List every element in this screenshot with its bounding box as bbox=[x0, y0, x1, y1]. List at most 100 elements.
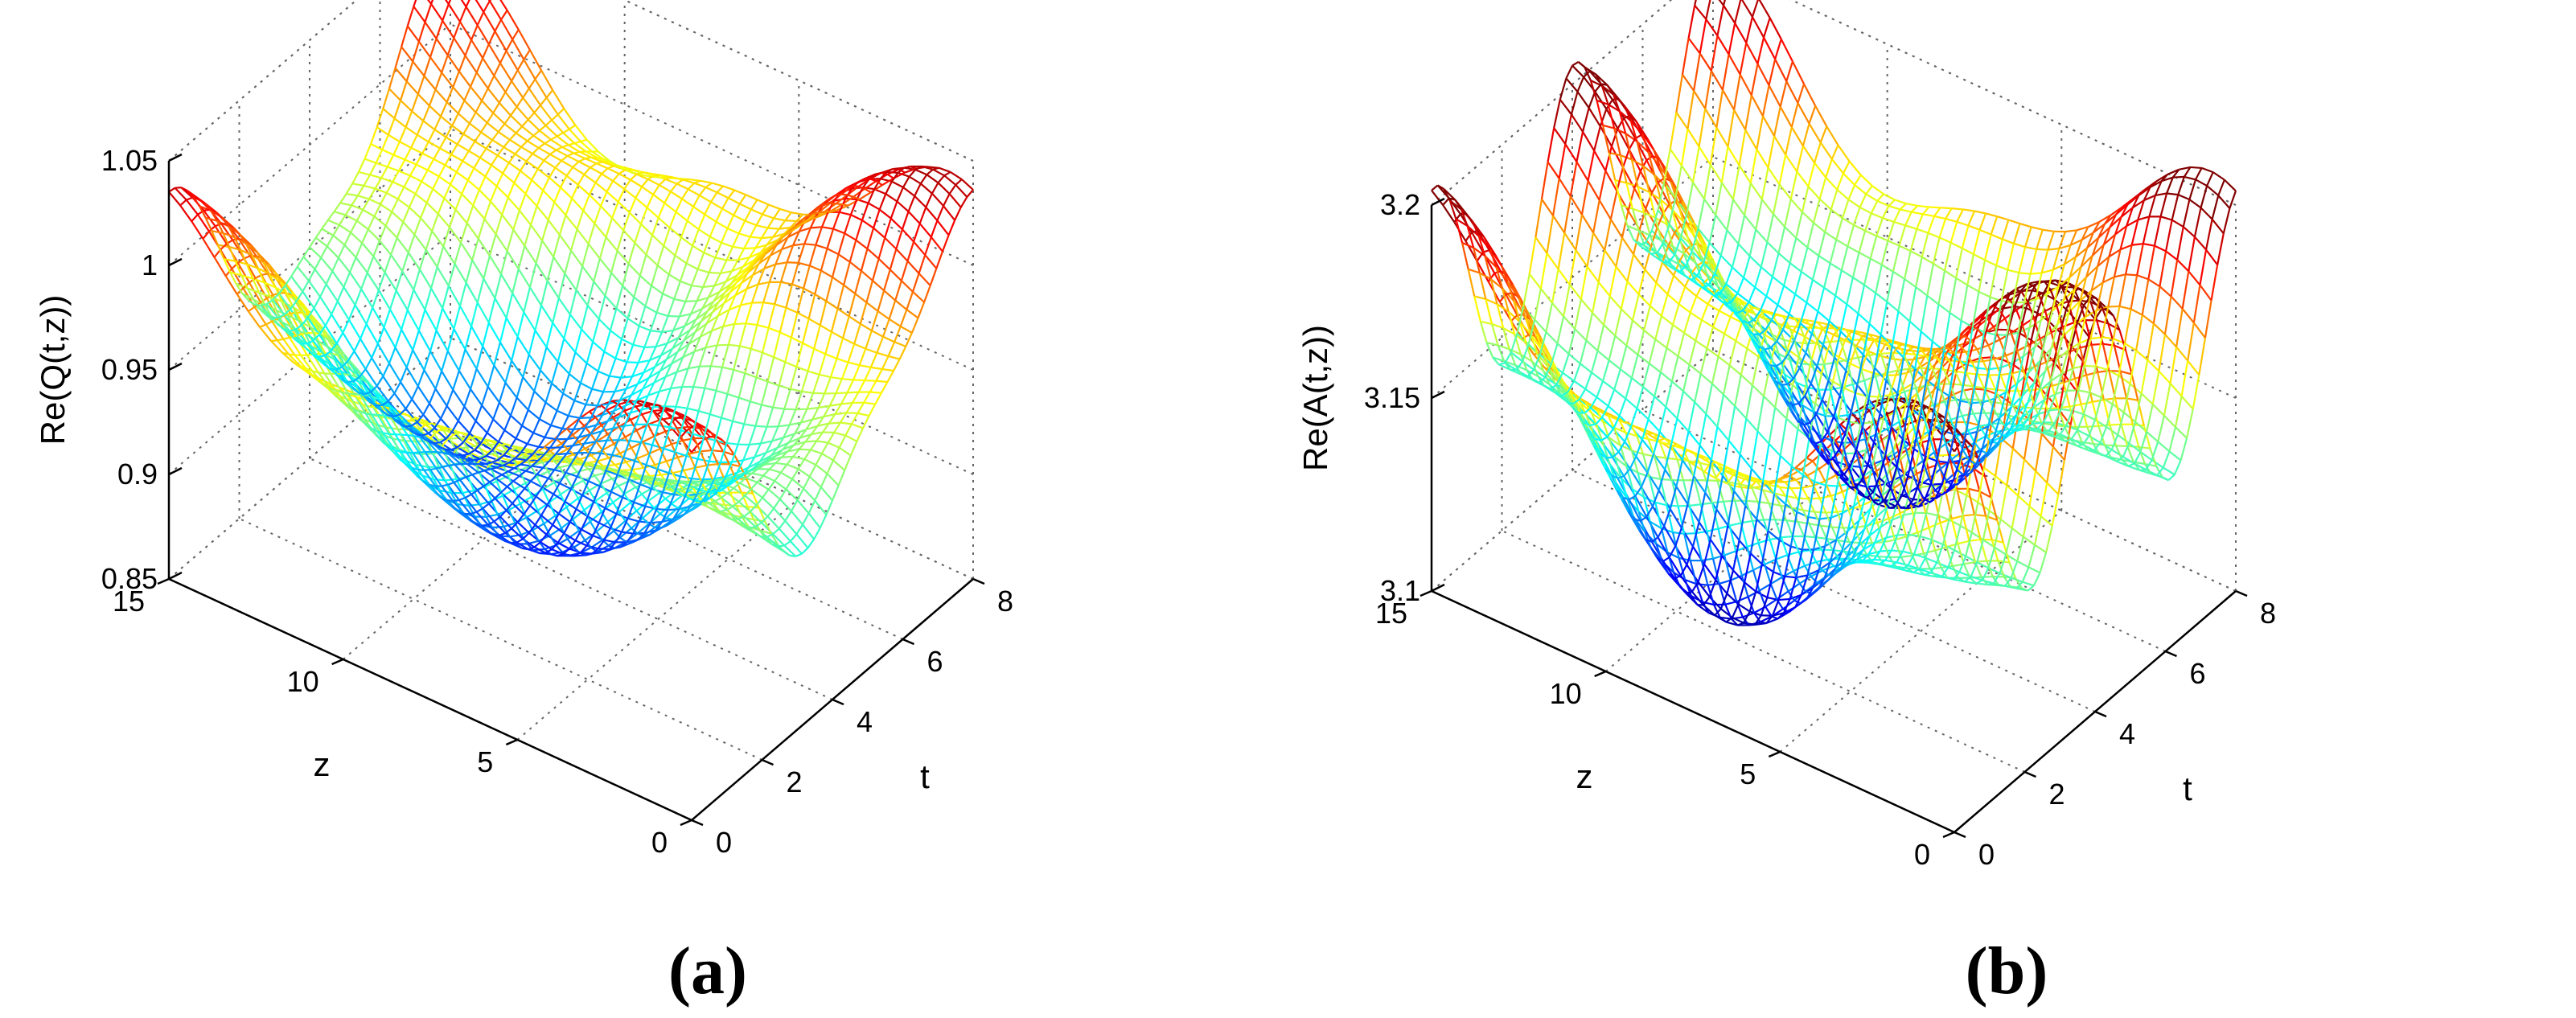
mesh-segment bbox=[882, 335, 895, 343]
mesh-segment bbox=[428, 141, 441, 150]
mesh-segment bbox=[387, 166, 400, 172]
mesh-segment bbox=[457, 420, 470, 434]
mesh-segment bbox=[379, 393, 387, 403]
mesh-segment bbox=[214, 225, 228, 244]
mesh-segment bbox=[777, 232, 785, 240]
mesh-segment bbox=[561, 415, 569, 429]
mesh-segment bbox=[820, 211, 829, 228]
mesh-segment bbox=[486, 121, 499, 133]
mesh-segment bbox=[517, 29, 531, 51]
mesh-segment bbox=[817, 203, 824, 208]
mesh-segment bbox=[482, 57, 495, 76]
mesh-segment bbox=[390, 254, 404, 272]
mesh-segment bbox=[480, 122, 488, 133]
mesh-segment bbox=[709, 413, 722, 419]
mesh-segment bbox=[578, 160, 591, 169]
mesh-segment bbox=[451, 113, 459, 126]
mesh-segment bbox=[666, 516, 673, 521]
mesh-segment bbox=[847, 343, 856, 363]
mesh-segment bbox=[632, 326, 640, 346]
mesh-segment bbox=[221, 217, 229, 227]
mesh-segment bbox=[627, 318, 640, 327]
mesh-segment bbox=[480, 442, 493, 452]
mesh-segment bbox=[281, 352, 295, 363]
mesh-segment bbox=[343, 232, 352, 246]
mesh-segment bbox=[552, 298, 560, 323]
mesh-segment bbox=[1888, 512, 1901, 519]
mesh-segment bbox=[519, 209, 532, 226]
mesh-segment bbox=[459, 431, 466, 435]
mesh-segment bbox=[483, 0, 491, 13]
mesh-segment bbox=[515, 543, 523, 549]
mesh-segment bbox=[834, 403, 842, 415]
mesh-segment bbox=[816, 440, 828, 444]
mesh-segment bbox=[789, 533, 798, 542]
mesh-segment bbox=[762, 281, 770, 303]
mesh-segment bbox=[468, 421, 477, 434]
mesh-segment bbox=[1491, 322, 1504, 330]
mesh-segment bbox=[692, 206, 705, 216]
mesh-segment bbox=[795, 391, 803, 410]
mesh-segment bbox=[433, 478, 446, 482]
mesh-segment bbox=[204, 217, 213, 232]
mesh-segment bbox=[541, 462, 549, 472]
mesh-segment bbox=[846, 379, 855, 393]
mesh-segment bbox=[295, 290, 304, 302]
mesh-segment bbox=[515, 425, 524, 439]
mesh-segment bbox=[432, 176, 440, 190]
mesh-segment bbox=[598, 522, 611, 529]
mesh-segment bbox=[686, 220, 700, 231]
mesh-segment bbox=[524, 245, 537, 264]
mesh-segment bbox=[590, 162, 598, 169]
mesh-segment bbox=[835, 193, 842, 197]
mesh-segment bbox=[332, 224, 340, 236]
mesh-segment bbox=[216, 244, 225, 260]
mesh-segment bbox=[306, 354, 319, 373]
mesh-segment bbox=[474, 458, 481, 462]
mesh-segment bbox=[680, 220, 688, 238]
mesh-segment bbox=[659, 343, 668, 356]
mesh-segment bbox=[598, 470, 607, 487]
mesh-segment bbox=[674, 418, 688, 432]
mesh-segment bbox=[392, 170, 400, 183]
mesh-segment bbox=[836, 285, 845, 310]
mesh-segment bbox=[585, 552, 593, 556]
mesh-segment bbox=[783, 544, 797, 557]
mesh-segment bbox=[808, 244, 817, 266]
mesh-segment bbox=[1991, 539, 2004, 544]
mesh-segment bbox=[906, 291, 914, 310]
mesh-segment bbox=[763, 459, 771, 466]
mesh-segment bbox=[623, 493, 631, 503]
mesh-segment bbox=[896, 187, 905, 202]
mesh-segment bbox=[631, 362, 639, 377]
mesh-segment bbox=[433, 129, 447, 138]
mesh-segment bbox=[609, 375, 622, 379]
mesh-segment bbox=[208, 225, 216, 232]
mesh-segment bbox=[361, 228, 369, 244]
mesh-segment bbox=[376, 343, 390, 364]
mesh-segment bbox=[865, 347, 877, 354]
mesh-segment bbox=[709, 390, 717, 415]
mesh-segment bbox=[850, 413, 859, 425]
mesh-segment bbox=[708, 257, 717, 273]
mesh-segment bbox=[665, 461, 674, 474]
mesh-segment bbox=[497, 429, 506, 443]
mesh-segment bbox=[438, 445, 446, 450]
mesh-segment bbox=[400, 381, 413, 400]
mesh-segment bbox=[570, 464, 578, 473]
mesh-segment bbox=[733, 214, 746, 222]
mesh-segment bbox=[411, 466, 419, 471]
mesh-segment bbox=[886, 370, 895, 383]
mesh-segment bbox=[598, 370, 610, 377]
mesh-segment bbox=[483, 201, 492, 220]
mesh-segment bbox=[705, 481, 713, 484]
mesh-segment bbox=[599, 191, 608, 207]
mesh-segment bbox=[553, 256, 566, 275]
mesh-segment bbox=[752, 268, 765, 276]
mesh-segment bbox=[327, 211, 335, 221]
mesh-segment bbox=[488, 255, 502, 275]
mesh-segment bbox=[762, 468, 770, 477]
mesh-segment bbox=[511, 359, 524, 378]
mesh-segment bbox=[678, 513, 685, 519]
mesh-segment bbox=[211, 230, 219, 246]
